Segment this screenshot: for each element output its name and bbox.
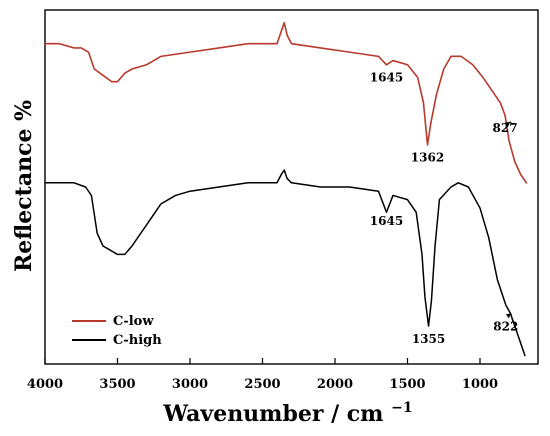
x-axis-ticks [44,358,481,364]
plot-frame [44,9,539,365]
legend-c-high-label: C-high [113,333,162,348]
x-axis-title-main: Wavenumber / cm [162,401,383,427]
annotation-arrow-822 [510,313,514,323]
x-tick-label-4000: 4000 [27,377,63,392]
annotation-c-low-1645: 1645 [370,71,403,85]
annotation-c-high-1355: 1355 [412,332,445,346]
annotation-arrow-827 [509,121,513,125]
x-tick-label-3000: 3000 [172,377,208,392]
annotations-layer: 1645 1362 827 1645 1355 822 [370,71,519,346]
annotation-c-high-822: 822 [493,319,518,333]
x-tick-label-1500: 1500 [389,377,425,392]
annotation-c-low-1362: 1362 [411,151,444,165]
x-tick-label-1000: 1000 [462,377,498,392]
annotation-arrowhead-822 [505,313,511,319]
x-axis-title-superscript: −1 [391,400,412,416]
series-layer [44,21,528,357]
annotation-c-low-827: 827 [493,121,518,135]
series-line-c-low [44,21,528,184]
x-tick-label-3500: 3500 [99,377,135,392]
annotation-c-high-1645: 1645 [370,214,403,228]
legend: C-low C-high [72,314,162,348]
y-axis-title: Reflectance % [11,100,37,272]
x-tick-label-2500: 2500 [244,377,280,392]
legend-c-low-label: C-low [113,314,154,329]
x-tick-label-2000: 2000 [317,377,353,392]
x-axis-tick-labels: 4000 3500 3000 2500 2000 1500 1000 [27,377,498,392]
annotation-arrowhead-827 [505,121,511,127]
series-line-c-high [44,169,526,357]
x-axis-title: Wavenumber / cm −1 [162,400,412,427]
